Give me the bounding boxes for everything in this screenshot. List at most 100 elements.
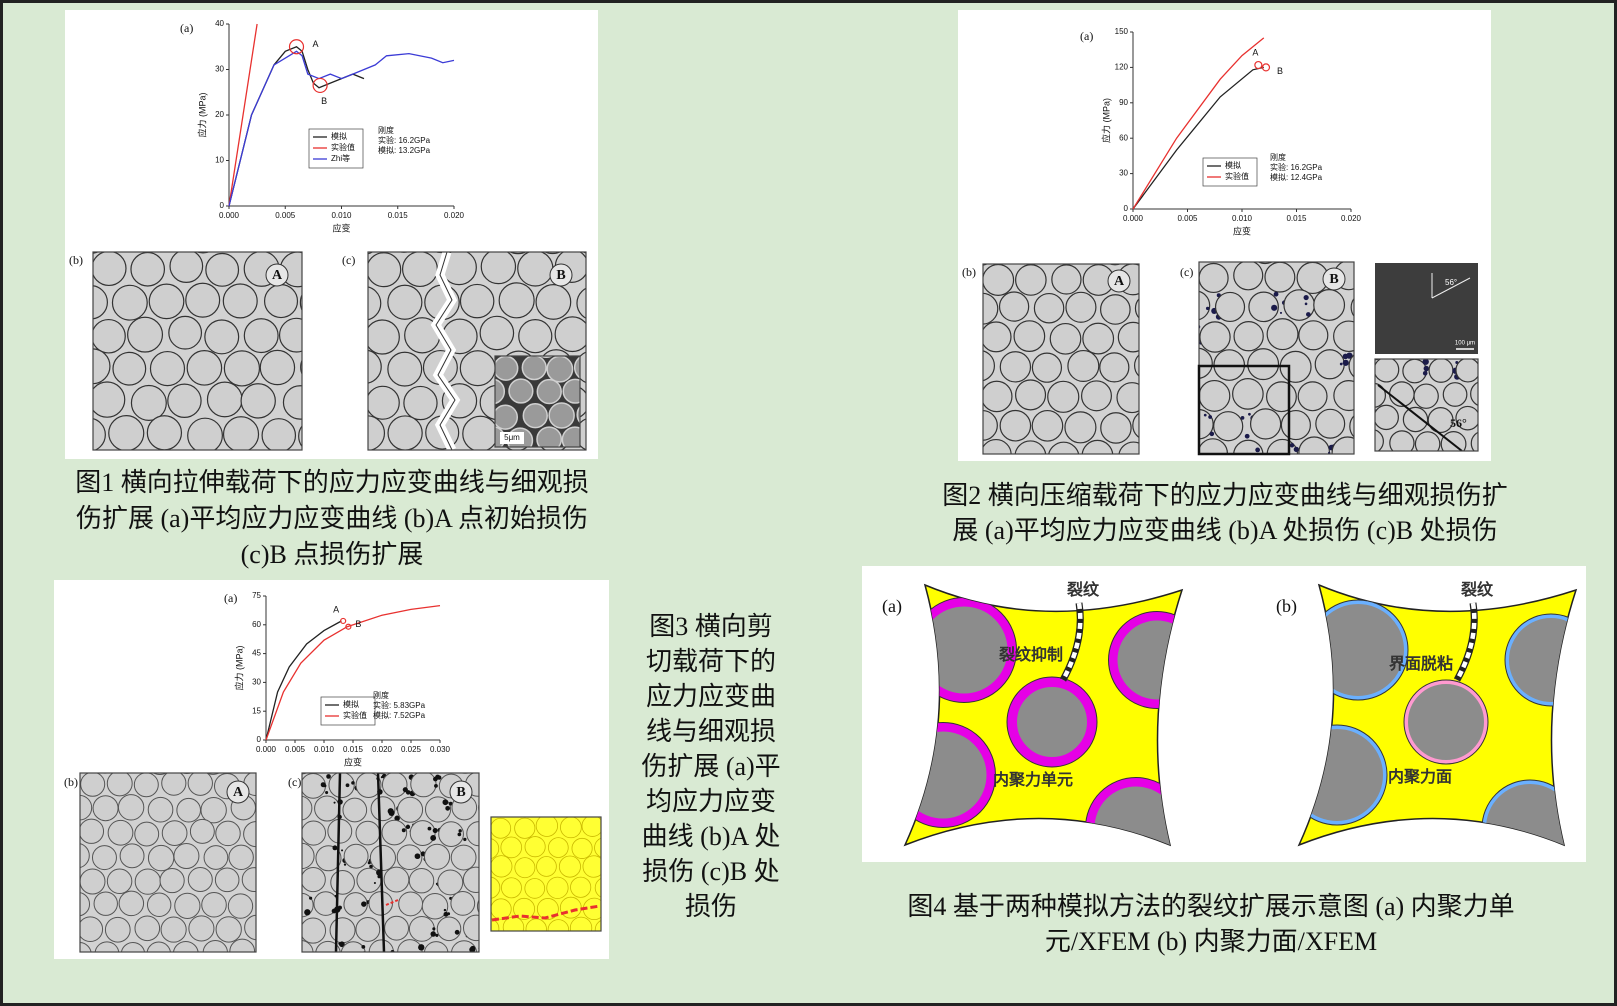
fiber [548, 402, 575, 429]
damage-spot [387, 808, 394, 815]
damage-spot [1339, 362, 1343, 366]
fiber [1428, 359, 1454, 383]
fiber [111, 284, 148, 321]
fiber [1199, 262, 1229, 294]
fiber [189, 818, 215, 844]
fiber [355, 773, 382, 799]
fiber [93, 318, 126, 354]
fiber [186, 350, 223, 386]
x-tick-label: 0.020 [1341, 214, 1362, 223]
damage-spot [309, 896, 313, 900]
fiber [127, 316, 164, 353]
fiber [302, 867, 326, 893]
fiber [408, 867, 435, 894]
fiber [1333, 380, 1354, 412]
figure-caption: 图1 横向拉伸载荷下的应力应变曲线与细观损 [75, 468, 589, 497]
fiber [560, 817, 582, 839]
damage-spot [435, 774, 441, 780]
fiber [423, 843, 451, 870]
fiber [134, 915, 161, 942]
fiber [302, 940, 314, 952]
damage-spot [1422, 370, 1428, 376]
stiffness-note: 刚度 [373, 690, 389, 700]
damage-spot [326, 774, 331, 779]
fiber [106, 773, 133, 797]
damage-spot [332, 845, 338, 851]
fiber [228, 844, 254, 871]
fiber [368, 319, 400, 355]
point-label: A [1114, 274, 1125, 289]
damage-spot [339, 941, 345, 948]
point-badge [1107, 269, 1131, 293]
fiber [384, 915, 410, 941]
fiber [370, 796, 396, 822]
damage-spot [454, 929, 460, 935]
fiber [298, 425, 302, 448]
fiber [330, 870, 355, 895]
fiber [244, 914, 256, 941]
damage-spot [373, 881, 376, 885]
x-tick-label: 0.020 [372, 745, 393, 754]
panel-label: (c) [342, 253, 355, 267]
fiber [108, 415, 145, 450]
fiber [159, 867, 185, 894]
fiber [397, 796, 424, 823]
fiber [1375, 359, 1400, 383]
stiffness-note: 实验: 5.83GPa [373, 700, 426, 710]
figure-caption: 伤扩展 (a)平均应力应变曲线 (b)A 点初始损伤 [76, 504, 588, 533]
fiber [1065, 291, 1097, 323]
fiber [495, 356, 519, 381]
red-crack [491, 904, 601, 922]
crack-label: 裂纹 [1066, 580, 1100, 599]
fiber [576, 287, 586, 319]
fiber [223, 350, 261, 387]
annotation-label: A [1252, 47, 1258, 57]
annotation: 内聚力面 [1388, 767, 1452, 786]
fiber [200, 796, 227, 824]
y-tick-label: 30 [215, 65, 224, 74]
scale-bar-label: 5μm [504, 433, 520, 442]
fiber [491, 855, 513, 878]
fiber [1349, 414, 1354, 438]
fiber [355, 820, 381, 846]
legend-label: 实验值 [1225, 171, 1249, 181]
damage-spot [304, 909, 311, 916]
panel-label: (b) [64, 775, 78, 789]
fiber [1248, 291, 1279, 323]
fiber [1247, 348, 1280, 381]
fiber [315, 845, 342, 872]
micrograph-frame [494, 355, 581, 448]
fiber [1440, 431, 1467, 451]
series-line [228, 23, 258, 207]
damage-spot [361, 901, 367, 907]
fiber [1233, 262, 1264, 291]
fiber [1117, 321, 1139, 353]
fiber [187, 867, 213, 893]
fiber [983, 438, 1012, 454]
y-tick-label: 10 [215, 156, 224, 165]
fiber [1313, 289, 1346, 321]
figure-caption: 图3 横向剪 [649, 612, 773, 641]
point-badge [1322, 267, 1346, 291]
damage-spot [1240, 416, 1245, 420]
y-tick-label: 60 [1119, 133, 1128, 142]
damage-spot [1289, 443, 1295, 448]
fiber [569, 916, 593, 931]
fiber [410, 773, 437, 798]
zoom-crack [1377, 384, 1463, 451]
fiber [998, 291, 1030, 322]
x-tick-label: 0.015 [1286, 214, 1307, 223]
figure-caption: 线与细观损 [646, 717, 776, 746]
x-tick-label: 0.000 [256, 745, 277, 754]
crack-core [1455, 602, 1477, 682]
fiber [1080, 380, 1112, 412]
fiber [80, 818, 105, 844]
zoom-angle: 56° [1450, 416, 1467, 430]
fiber [147, 844, 175, 872]
fiber [387, 415, 423, 450]
fiber [147, 796, 174, 823]
damage-spot [345, 783, 350, 788]
fiber [368, 891, 393, 916]
figure-caption: 损伤 [685, 892, 737, 921]
damage-spot [343, 863, 347, 866]
